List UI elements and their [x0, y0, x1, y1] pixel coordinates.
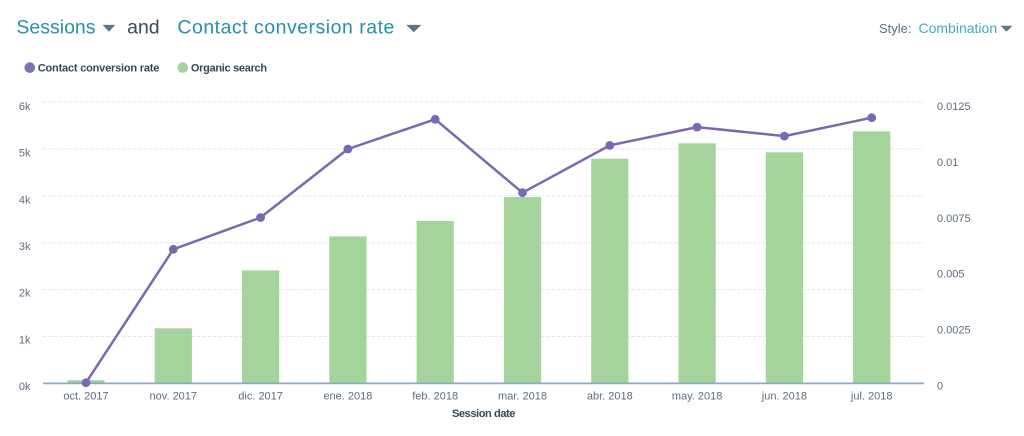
- svg-text:ene. 2018: ene. 2018: [323, 391, 372, 403]
- svg-text:2k: 2k: [19, 288, 31, 300]
- svg-text:4k: 4k: [19, 194, 31, 206]
- svg-text:nov. 2017: nov. 2017: [150, 391, 198, 403]
- svg-text:dic. 2017: dic. 2017: [238, 391, 283, 403]
- svg-text:0k: 0k: [19, 381, 31, 393]
- svg-text:0.0025: 0.0025: [937, 324, 971, 336]
- svg-text:6k: 6k: [19, 101, 31, 113]
- svg-text:oct. 2017: oct. 2017: [63, 391, 108, 403]
- svg-text:0.0075: 0.0075: [937, 213, 971, 225]
- svg-text:0.0125: 0.0125: [937, 101, 971, 113]
- svg-text:jun. 2018: jun. 2018: [761, 391, 807, 403]
- svg-text:jul. 2018: jul. 2018: [850, 391, 893, 403]
- svg-text:1k: 1k: [19, 335, 31, 347]
- svg-text:0.01: 0.01: [937, 157, 958, 169]
- svg-text:Combination: Combination: [919, 20, 998, 36]
- svg-text:Style:: Style:: [879, 21, 912, 36]
- svg-text:Sessions: Sessions: [16, 16, 95, 38]
- svg-text:3k: 3k: [19, 241, 31, 253]
- svg-text:0.005: 0.005: [937, 269, 965, 281]
- svg-text:Contact conversion rate: Contact conversion rate: [177, 16, 394, 38]
- svg-text:may. 2018: may. 2018: [672, 391, 723, 403]
- svg-text:Contact conversion rate: Contact conversion rate: [38, 63, 159, 75]
- svg-text:mar. 2018: mar. 2018: [498, 391, 547, 403]
- svg-text:Session date: Session date: [452, 408, 515, 420]
- svg-text:5k: 5k: [19, 148, 31, 160]
- svg-text:and: and: [127, 16, 160, 38]
- svg-text:feb. 2018: feb. 2018: [412, 391, 458, 403]
- svg-text:Organic search: Organic search: [191, 63, 267, 75]
- svg-text:0: 0: [937, 380, 943, 392]
- svg-text:abr. 2018: abr. 2018: [587, 391, 633, 403]
